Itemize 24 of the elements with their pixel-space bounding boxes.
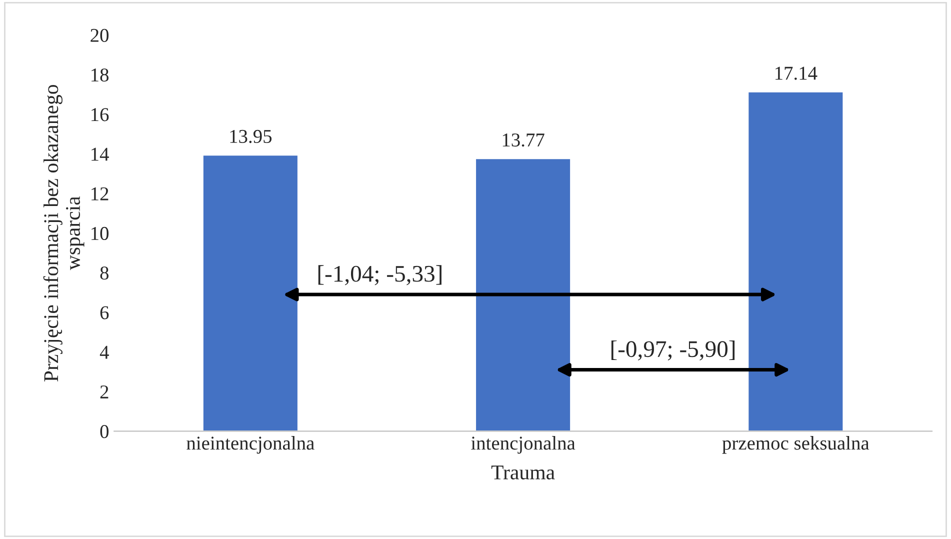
x-tick-label: intencjonalna xyxy=(471,436,576,454)
y-axis-title: Przyjęcie informacji bez okazanego wsparcia xyxy=(43,84,84,382)
y-tick-label: 16 xyxy=(92,108,109,122)
y-tick-label: 20 xyxy=(90,28,109,42)
data-label: 17.14 xyxy=(776,66,818,80)
bar xyxy=(202,154,299,432)
y-tick-label: 2 xyxy=(100,385,108,398)
y-tick-label: 6 xyxy=(100,306,109,320)
annotation: [-0,97; -5,90] xyxy=(611,340,735,360)
y-tick-label: 8 xyxy=(100,266,109,280)
y-tick-label: 18 xyxy=(92,68,109,82)
bar xyxy=(747,90,844,432)
y-tick-label: 10 xyxy=(92,226,109,240)
x-tick-label: nieintencjonalna xyxy=(186,436,314,454)
data-label: 13.95 xyxy=(230,130,272,144)
y-tick-label: 12 xyxy=(92,187,108,200)
data-label: 13.77 xyxy=(502,134,544,147)
y-tick-label: 0 xyxy=(100,425,109,438)
y-tick-label: 4 xyxy=(100,346,109,359)
x-tick-label: przemoc seksualna xyxy=(722,436,870,454)
bar xyxy=(474,158,572,432)
y-tick-label: 14 xyxy=(92,148,109,161)
x-axis-title: Trauma xyxy=(491,466,555,480)
annotation: [-1,04; -5,33] xyxy=(318,265,442,286)
